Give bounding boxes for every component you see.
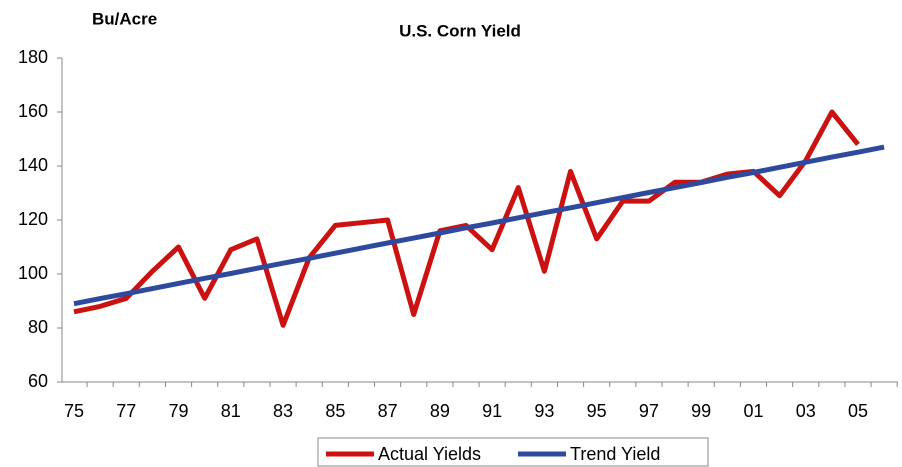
y-tick-label: 80 [28, 317, 48, 337]
x-tick-label: 97 [639, 401, 659, 421]
x-tick-label: 81 [221, 401, 241, 421]
series-line [73, 144, 885, 307]
x-tick-label: 05 [848, 401, 868, 421]
x-tick-label: 75 [64, 401, 84, 421]
x-tick-label: 77 [116, 401, 136, 421]
x-tick-label: 79 [169, 401, 189, 421]
chart-title: U.S. Corn Yield [399, 21, 521, 40]
x-tick-label: 83 [273, 401, 293, 421]
x-tick-label: 99 [691, 401, 711, 421]
series-line [73, 109, 860, 328]
legend-box [317, 437, 709, 467]
y-tick-label: 120 [18, 209, 48, 229]
y-axis-label: Bu/Acre [92, 9, 157, 28]
x-tick-label: 91 [482, 401, 502, 421]
legend-label: Trend Yield [570, 444, 660, 464]
x-tick-label: 95 [587, 401, 607, 421]
y-tick-label: 160 [18, 101, 48, 121]
y-tick-label: 140 [18, 155, 48, 175]
x-tick-label: 85 [325, 401, 345, 421]
x-tick-label: 87 [378, 401, 398, 421]
legend-label: Actual Yields [378, 444, 481, 464]
y-tick-label: 180 [18, 47, 48, 67]
y-tick-label: 60 [28, 371, 48, 391]
x-tick-label: 01 [743, 401, 763, 421]
y-tick-label: 100 [18, 263, 48, 283]
x-tick-label: 93 [534, 401, 554, 421]
x-tick-label: 03 [796, 401, 816, 421]
x-tick-label: 89 [430, 401, 450, 421]
